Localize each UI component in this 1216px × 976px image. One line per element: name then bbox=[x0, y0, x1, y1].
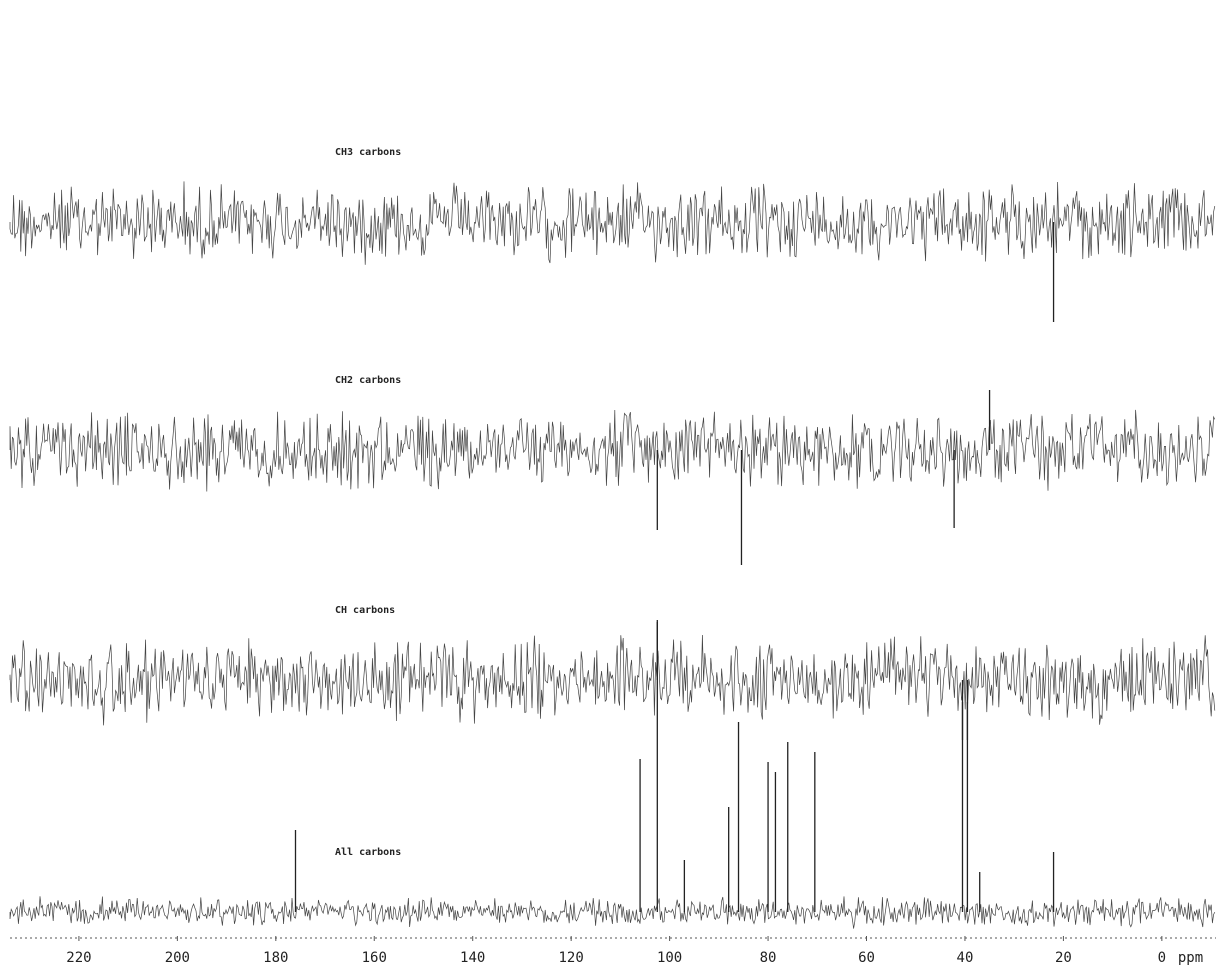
x-tick-label: 60 bbox=[858, 950, 875, 966]
x-tick-label: 80 bbox=[760, 950, 777, 966]
noise bbox=[9, 634, 1216, 726]
x-tick-label: 120 bbox=[559, 950, 584, 966]
trace-label: CH2 carbons bbox=[335, 375, 401, 386]
x-tick-label: 160 bbox=[362, 950, 387, 966]
x-axis-label: ppm bbox=[1178, 950, 1203, 966]
noise bbox=[9, 181, 1216, 265]
x-tick-label: 20 bbox=[1055, 950, 1072, 966]
x-tick-label: 180 bbox=[263, 950, 288, 966]
trace-label: All carbons bbox=[335, 847, 401, 858]
x-tick-label: 220 bbox=[66, 950, 91, 966]
x-tick-label: 140 bbox=[460, 950, 485, 966]
x-tick-label: 40 bbox=[957, 950, 974, 966]
noise bbox=[9, 896, 1216, 929]
noise bbox=[9, 409, 1216, 492]
x-tick-label: 0 bbox=[1158, 950, 1166, 966]
trace-label: CH3 carbons bbox=[335, 147, 401, 158]
trace-label: CH carbons bbox=[335, 605, 395, 616]
x-tick-label: 100 bbox=[657, 950, 682, 966]
x-tick-label: 200 bbox=[165, 950, 190, 966]
